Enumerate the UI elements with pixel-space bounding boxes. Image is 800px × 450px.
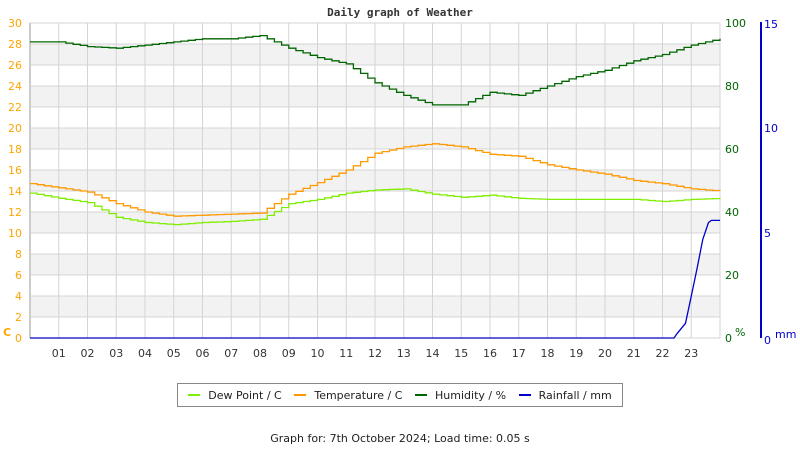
- chart-title: Daily graph of Weather: [327, 6, 473, 19]
- rainfall-swatch-icon: [518, 394, 531, 396]
- dew-point-swatch-icon: [188, 394, 201, 396]
- temperature-swatch-icon: [294, 394, 307, 396]
- x-tick-label: 17: [512, 347, 526, 360]
- humidity-line: [30, 34, 721, 106]
- legend-label: Humidity / %: [435, 388, 507, 402]
- left-tick-label: 26: [8, 59, 22, 72]
- x-tick-label: 12: [368, 347, 382, 360]
- x-tick-label: 16: [483, 347, 497, 360]
- x-tick-label: 09: [282, 347, 296, 360]
- left-tick-label: 28: [8, 38, 22, 51]
- legend-label: Rainfall / mm: [538, 388, 612, 402]
- humidity-axis-unit: %: [735, 326, 745, 339]
- x-tick-label: 07: [224, 347, 238, 360]
- rainfall-axis-unit: mm: [775, 328, 796, 341]
- left-axis-unit: C: [3, 326, 11, 339]
- left-tick-label: 2: [15, 311, 22, 324]
- left-tick-label: 24: [8, 80, 22, 93]
- x-tick-label: 22: [656, 347, 670, 360]
- legend-item-temperature: Temperature / C: [294, 389, 402, 402]
- left-tick-label: 18: [8, 143, 22, 156]
- humidity-axis-ticks: 0 20 40 60 80 100%: [725, 17, 746, 345]
- left-tick-label: 14: [8, 185, 22, 198]
- legend-item-dew-point: Dew Point / C: [188, 388, 282, 402]
- x-tick-label: 02: [81, 347, 95, 360]
- x-tick-label: 21: [627, 347, 641, 360]
- rainfall-tick-label: 5: [764, 227, 771, 240]
- rainfall-line: [30, 219, 720, 339]
- graph-footer: Graph for: 7th October 2024; Load time: …: [270, 432, 530, 445]
- x-tick-label: 03: [109, 347, 123, 360]
- left-tick-label: 8: [15, 248, 22, 261]
- x-tick-label: 18: [541, 347, 555, 360]
- chart-legend: Dew Point / C Temperature / C Humidity /…: [177, 383, 623, 407]
- left-tick-label: 6: [15, 269, 22, 282]
- rainfall-tick-label: 10: [764, 122, 778, 135]
- rainfall-tick-label: 0: [764, 334, 771, 347]
- rainfall-tick-label: 15: [764, 18, 778, 31]
- humidity-tick-label: 100: [725, 17, 746, 30]
- temperature-line: [30, 143, 721, 217]
- left-tick-label: 30: [8, 17, 22, 30]
- left-tick-label: 22: [8, 101, 22, 114]
- rainfall-axis-ticks: 0 5 10 15 mm: [760, 18, 796, 347]
- humidity-tick-label: 60: [725, 143, 739, 156]
- humidity-swatch-icon: [415, 394, 428, 396]
- x-tick-label: 10: [311, 347, 325, 360]
- left-tick-label: 0: [15, 332, 22, 345]
- dew-point-line: [30, 188, 721, 226]
- x-tick-label: 08: [253, 347, 267, 360]
- x-tick-label: 04: [138, 347, 152, 360]
- x-tick-label: 01: [52, 347, 66, 360]
- left-tick-label: 20: [8, 122, 22, 135]
- left-tick-label: 10: [8, 227, 22, 240]
- x-tick-label: 15: [454, 347, 468, 360]
- x-tick-label: 06: [196, 347, 210, 360]
- x-tick-label: 13: [397, 347, 411, 360]
- x-tick-label: 19: [569, 347, 583, 360]
- x-tick-label: 14: [426, 347, 440, 360]
- humidity-tick-label: 80: [725, 80, 739, 93]
- humidity-tick-label: 40: [725, 206, 739, 219]
- humidity-tick-label: 0: [725, 332, 732, 345]
- legend-label: Dew Point / C: [208, 388, 282, 402]
- x-tick-label: 11: [339, 347, 353, 360]
- left-tick-label: 4: [15, 290, 22, 303]
- x-tick-label: 23: [684, 347, 698, 360]
- data-lines: [30, 34, 721, 339]
- x-tick-label: 05: [167, 347, 181, 360]
- x-axis-ticks: 01 02 03 04 05 06 07 08 09 10 11 12 13 14 15 16 17 18 19 20…: [52, 347, 699, 360]
- left-tick-label: 12: [8, 206, 22, 219]
- humidity-tick-label: 20: [725, 269, 739, 282]
- legend-item-humidity: Humidity / %: [415, 389, 506, 402]
- left-tick-label: 16: [8, 164, 22, 177]
- x-tick-label: 20: [598, 347, 612, 360]
- legend-item-rainfall: Rainfall / mm: [518, 388, 612, 402]
- legend-label: Temperature / C: [314, 388, 403, 402]
